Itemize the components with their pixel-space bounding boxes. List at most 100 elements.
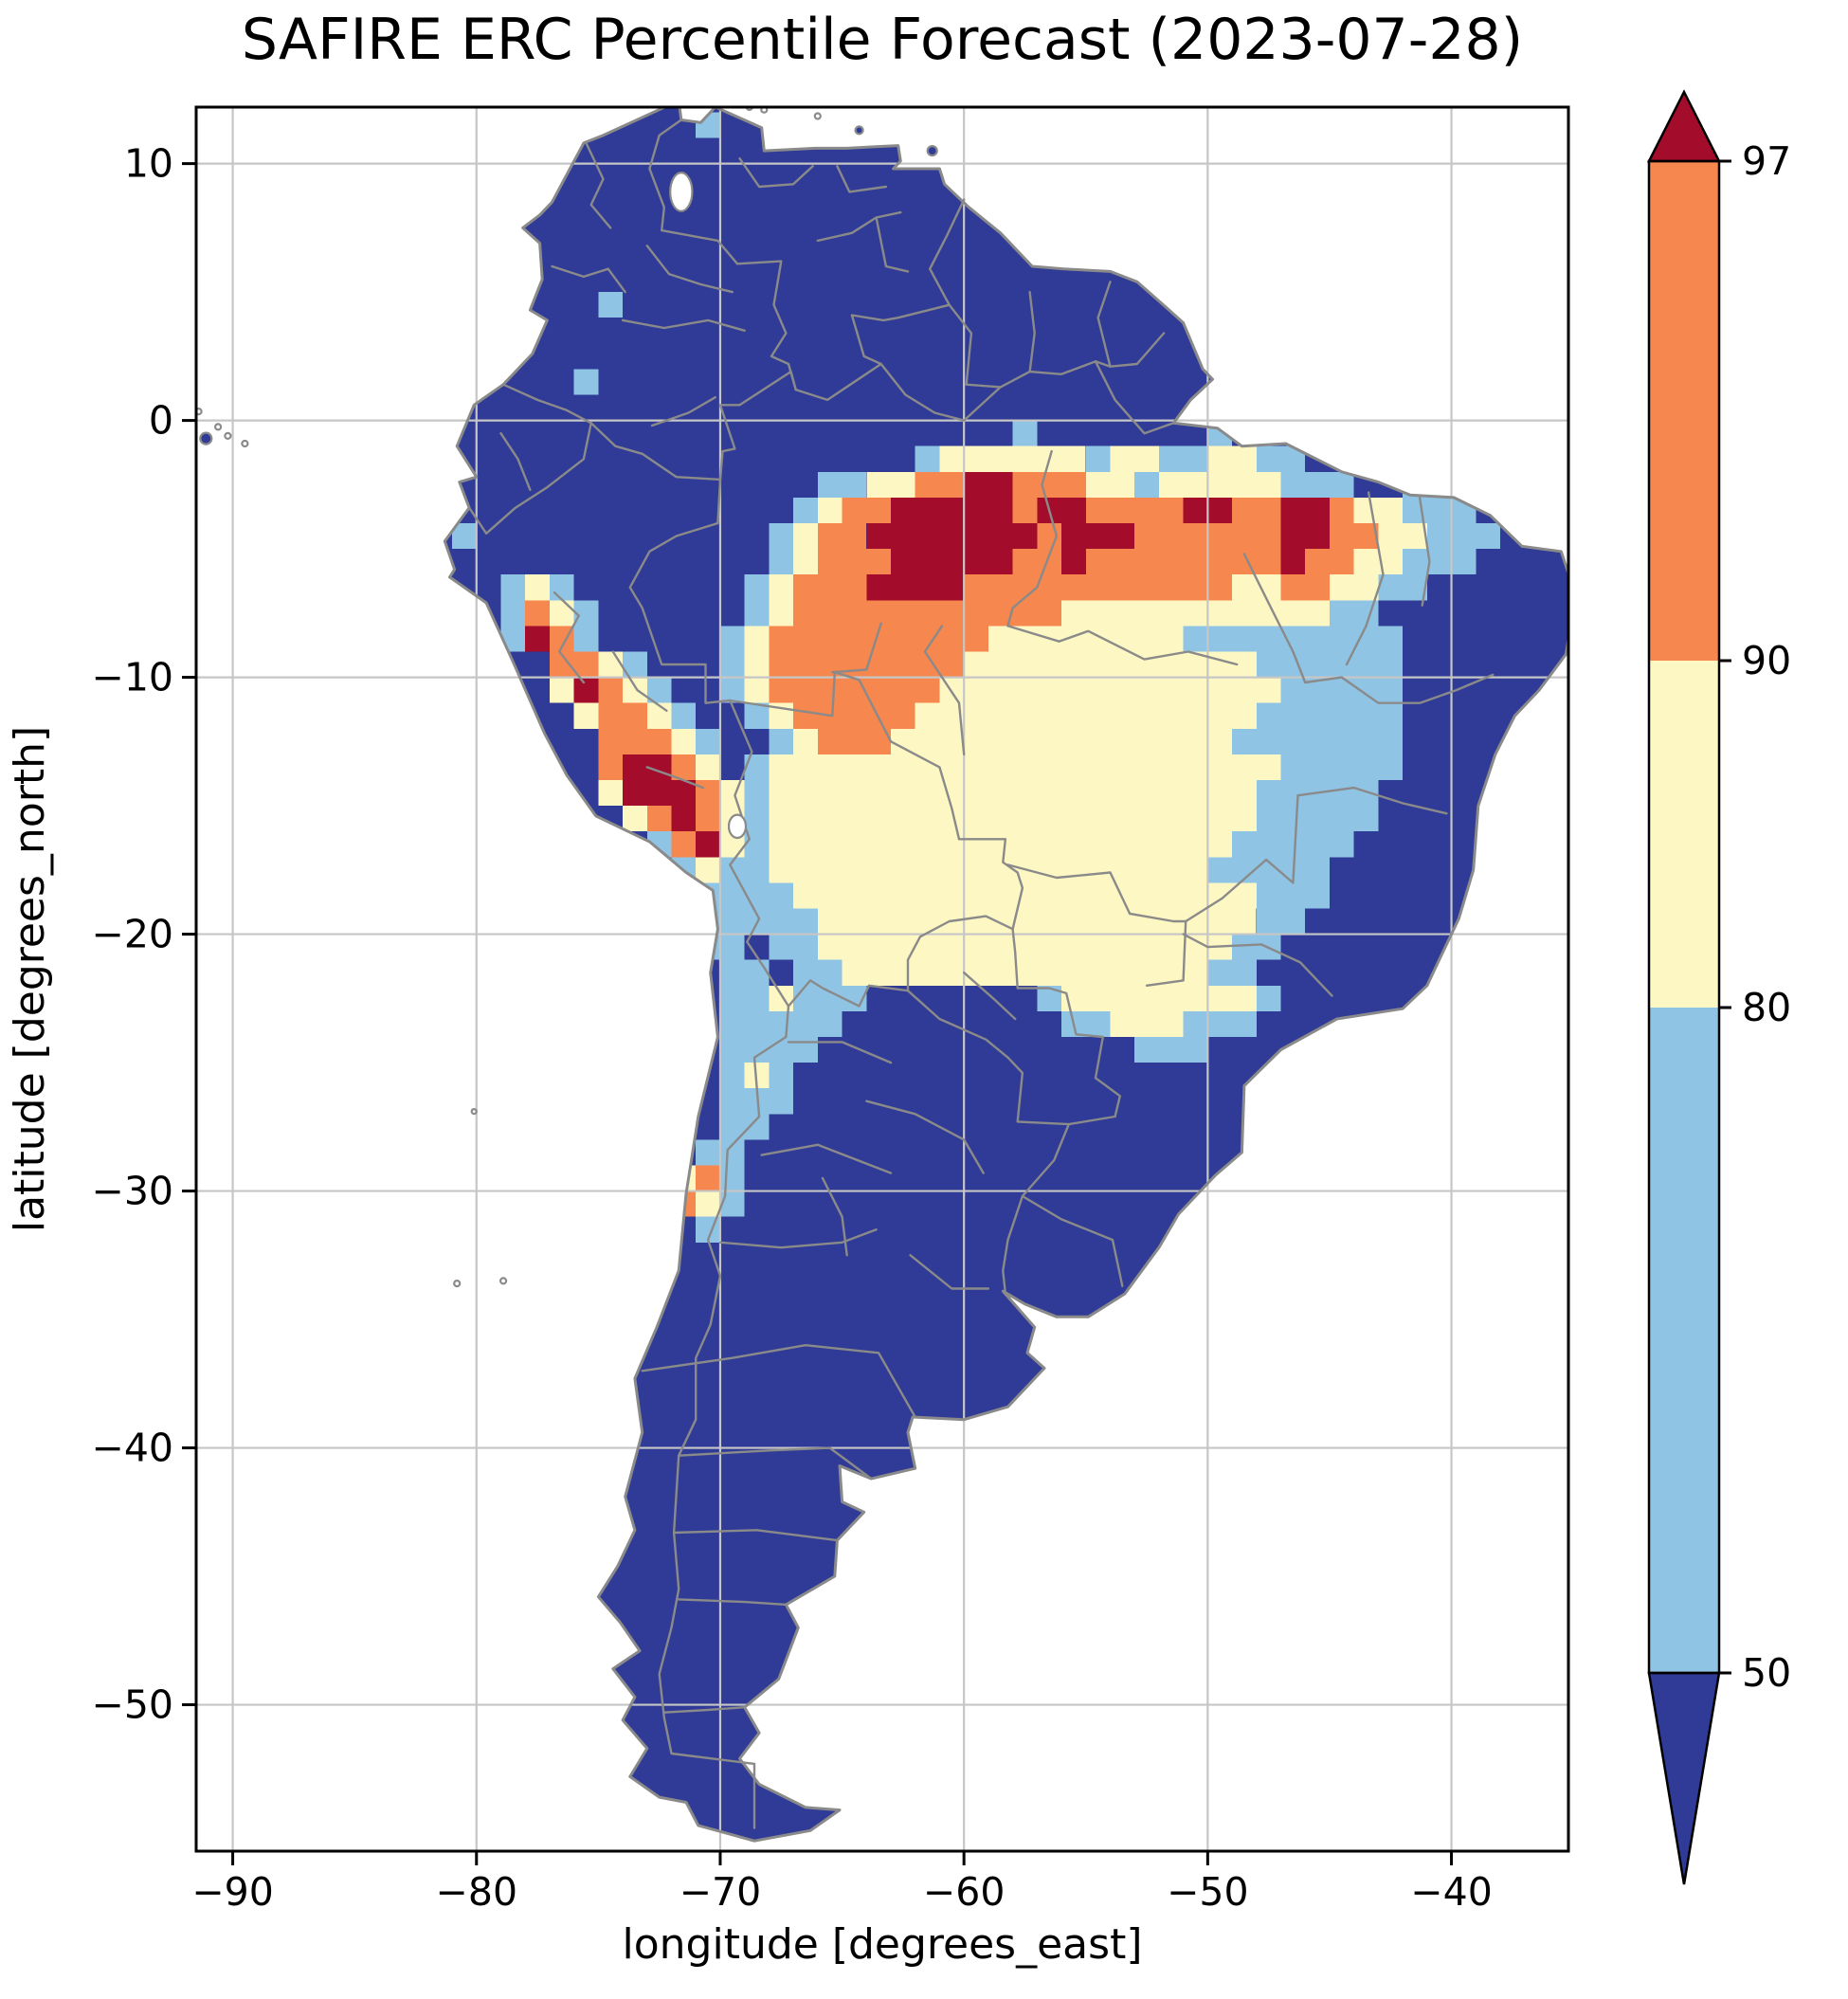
grid-cell <box>720 1190 745 1217</box>
border-line <box>645 245 734 294</box>
x-tick-label: −70 <box>679 1869 762 1915</box>
x-tick-label: −40 <box>1410 1869 1493 1915</box>
grid-cell <box>1061 600 1330 627</box>
grid-cell <box>769 934 818 960</box>
grid-cell <box>769 677 940 703</box>
margarita-island <box>813 112 822 120</box>
grid-cell <box>1061 985 1257 1011</box>
grid-cell <box>549 574 574 601</box>
percentile-cells <box>452 112 1500 1243</box>
grid-cell <box>598 754 624 780</box>
border-line <box>501 383 592 425</box>
border-line <box>1094 360 1175 435</box>
grid-cell <box>598 677 624 703</box>
border-line <box>1296 786 1448 815</box>
grid-cell <box>696 1190 720 1217</box>
grid-cell <box>1232 831 1354 858</box>
lake-titicaca <box>727 813 748 840</box>
grid-cell <box>1280 471 1354 498</box>
grid-cell <box>623 780 697 807</box>
y-tick-label: −30 <box>91 1169 173 1214</box>
grid-cell <box>1280 574 1330 601</box>
border-line <box>611 650 668 712</box>
grid-cell <box>1012 497 1038 523</box>
trinidad-island <box>926 145 938 157</box>
grid-cell <box>744 677 770 703</box>
grid-cell <box>573 626 599 652</box>
border-line <box>1185 794 1299 923</box>
grid-cell <box>744 600 770 627</box>
grid-cell <box>769 857 1208 883</box>
x-axis-label: longitude [degrees_east] <box>623 1920 1143 1969</box>
border-line <box>648 118 797 391</box>
grid-cell <box>793 959 842 986</box>
grid-cell <box>769 780 1257 807</box>
grid-cell <box>915 445 940 472</box>
grid-cell <box>1403 549 1477 575</box>
border-line <box>1011 928 1104 1080</box>
grid-cell <box>598 651 624 678</box>
border-line <box>585 141 612 229</box>
grid-cell <box>842 959 1208 986</box>
grid-cell <box>720 1114 770 1140</box>
grid-cell <box>646 806 672 832</box>
grid-cell <box>769 549 794 575</box>
grid-cell <box>769 600 794 627</box>
grid-cell <box>1183 1010 1257 1037</box>
border-line <box>906 915 1014 992</box>
grid-cell <box>866 523 1038 550</box>
grid-cell <box>842 497 891 523</box>
grid-cell <box>671 806 697 832</box>
grid-cell <box>793 600 1061 627</box>
border-line <box>865 1099 985 1174</box>
grid-cell <box>1280 523 1330 550</box>
grid-cell <box>964 574 1233 601</box>
grid-cell <box>1037 985 1061 1011</box>
colorbar-outline <box>1647 159 1721 1675</box>
border-line <box>836 165 888 193</box>
grid-cell <box>671 702 697 729</box>
border-line <box>718 370 797 482</box>
grid-cell <box>1085 445 1111 472</box>
grid-cell <box>891 728 1233 754</box>
grid-cell <box>598 702 647 729</box>
grid-cell <box>720 985 770 1011</box>
grid-cell <box>1085 497 1184 523</box>
grid-cell <box>964 651 1257 678</box>
grid-cell <box>573 369 599 395</box>
border-line <box>963 972 1017 1021</box>
grid-cell <box>817 549 891 575</box>
grid-cell <box>696 754 720 780</box>
gridlines <box>196 107 1568 1851</box>
grid-cell <box>500 626 526 652</box>
border-line <box>662 1706 746 1714</box>
grid-cell <box>1061 1010 1111 1037</box>
grid-cell <box>549 600 574 627</box>
grid-cell <box>696 780 720 807</box>
colorbar-extend-over <box>1646 89 1722 163</box>
grid-cell <box>769 651 965 678</box>
grid-cell <box>769 754 1281 780</box>
colorbar-tick-label: 90 <box>1742 638 1791 683</box>
colorbar-tick-label: 50 <box>1742 1650 1791 1696</box>
grid-cell <box>915 471 965 498</box>
y-tick-label: −20 <box>91 912 173 957</box>
grid-cell <box>573 600 599 627</box>
grid-cell <box>793 523 818 550</box>
grid-cell <box>793 882 1257 909</box>
grid-cell <box>696 728 720 754</box>
grid-cell <box>1256 882 1330 909</box>
border-line <box>678 1598 788 1607</box>
san-felix-island <box>470 1107 478 1116</box>
grid-cell <box>769 523 794 550</box>
grid-cell <box>696 831 720 858</box>
border-line <box>628 478 732 704</box>
coastline <box>443 107 1568 1843</box>
grid-cell <box>793 985 867 1011</box>
grid-cell <box>769 831 1233 858</box>
y-tick-label: 10 <box>124 141 173 187</box>
grid-cell <box>1378 574 1427 601</box>
border-line <box>1418 496 1431 607</box>
grid-cell <box>1305 549 1354 575</box>
